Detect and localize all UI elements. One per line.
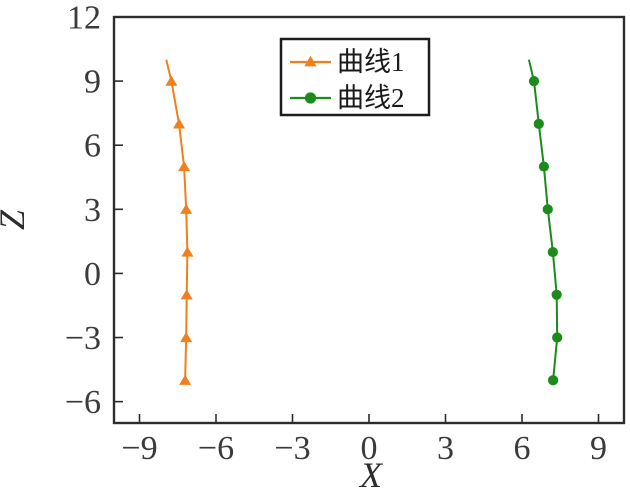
x-tick-label: 0 [361, 430, 378, 467]
series-line-2 [527, 59, 559, 381]
series-1-triangle-marker [180, 289, 193, 300]
series-1-triangle-marker [173, 118, 186, 129]
series-1-triangle-marker [180, 203, 193, 214]
y-tick-label: −3 [65, 320, 101, 357]
series-2-circle-marker [528, 76, 540, 87]
y-tick-label: 9 [84, 64, 101, 101]
series-1-triangle-marker [180, 331, 193, 343]
series-1-triangle-marker [179, 374, 192, 385]
series-2-circle-marker [552, 332, 563, 343]
data-series [165, 59, 563, 386]
y-tick-label: −6 [65, 384, 101, 421]
series-1-triangle-marker [181, 246, 194, 257]
x-tick-label: −3 [274, 430, 310, 467]
x-tick-label: 6 [514, 430, 531, 467]
y-axis-ticks: −6 −3 0 3 6 9 12 [65, 0, 123, 421]
legend-circle-marker-icon [304, 92, 317, 104]
x-tick-label: 3 [437, 430, 454, 467]
legend-box [279, 37, 431, 117]
y-tick-label: 12 [67, 0, 101, 37]
x-tick-label: 9 [590, 430, 607, 467]
legend-entry-series1: 曲线1 [290, 47, 405, 77]
x-tick-label: −9 [121, 430, 157, 467]
series-2-circle-marker [542, 204, 553, 215]
series-2-circle-marker [547, 246, 558, 258]
x-axis-label: X [358, 455, 384, 492]
series-1-triangle-marker [165, 75, 178, 86]
series-1-triangle-marker [178, 160, 191, 172]
y-tick-label: 3 [84, 192, 101, 229]
x-tick-label: −6 [198, 430, 234, 467]
legend-label-series2: 曲线2 [337, 83, 405, 113]
x-axis-ticks: −9 −6 −3 0 3 6 9 [121, 414, 607, 467]
series-line-1 [165, 59, 189, 381]
series-2-circle-marker [551, 289, 562, 300]
y-axis-label: Z [0, 209, 32, 230]
y-tick-label: 6 [84, 128, 101, 165]
y-tick-label: 0 [84, 256, 101, 293]
legend-triangle-marker-icon [304, 55, 317, 67]
series-2-circle-marker [548, 375, 559, 386]
legend-label-series1: 曲线1 [337, 47, 405, 77]
legend-entry-series2: 曲线2 [290, 83, 405, 113]
legend: 曲线1 曲线2 [279, 37, 431, 117]
series-2-circle-marker [538, 161, 550, 172]
series-2-circle-marker [533, 118, 544, 129]
